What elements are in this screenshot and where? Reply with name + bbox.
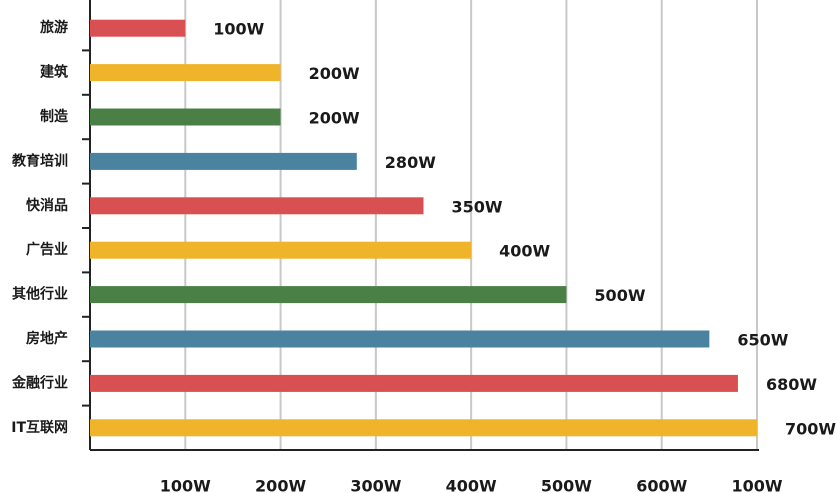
category-label: IT互联网 — [11, 420, 68, 436]
bar — [90, 108, 281, 126]
value-label: 500W — [594, 286, 645, 305]
value-label: 200W — [309, 64, 360, 83]
x-tick-label: 200W — [255, 477, 306, 493]
category-label: 制造 — [40, 108, 68, 125]
x-tick-label: 100W — [160, 477, 211, 493]
value-label: 200W — [309, 109, 360, 128]
category-label: 快消品 — [26, 197, 68, 214]
x-tick-label: 100W — [731, 477, 782, 493]
x-tick-label: 500W — [541, 477, 592, 493]
bar — [90, 330, 710, 348]
value-label: 700W — [785, 419, 836, 438]
category-label: 房地产 — [26, 330, 68, 347]
category-label: 其他行业 — [12, 286, 68, 303]
value-label: 350W — [452, 197, 503, 216]
bar — [90, 19, 186, 37]
bar — [90, 152, 357, 170]
value-label: 280W — [385, 153, 436, 172]
x-tick-label: 300W — [350, 477, 401, 493]
value-label: 400W — [499, 242, 550, 261]
bar — [90, 286, 567, 304]
x-tick-label: 600W — [636, 477, 687, 493]
bar — [90, 241, 472, 259]
value-label: 680W — [766, 375, 817, 394]
x-tick-label: 400W — [446, 477, 497, 493]
category-label: 建筑 — [40, 64, 68, 81]
bar — [90, 197, 424, 215]
category-label: 广告业 — [26, 241, 68, 258]
bar — [90, 64, 281, 82]
value-label: 650W — [737, 331, 788, 350]
category-label: 教育培训 — [12, 152, 68, 169]
bar — [90, 419, 757, 437]
bar — [90, 374, 738, 392]
value-label: 100W — [213, 20, 264, 39]
category-label: 金融行业 — [11, 374, 68, 391]
category-label: 旅游 — [40, 19, 68, 36]
